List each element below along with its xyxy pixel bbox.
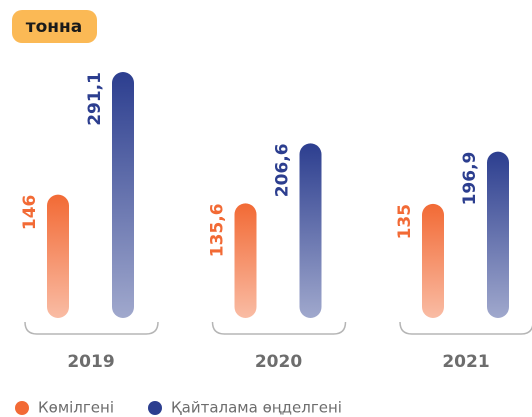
bar: [47, 194, 69, 318]
group-bracket: [24, 321, 159, 335]
unit-badge: [12, 10, 97, 43]
bar: [422, 203, 444, 318]
group-bracket: [399, 321, 532, 335]
value-label: 291,1: [85, 72, 105, 126]
x-tick-label: 2021: [442, 352, 489, 372]
group-bracket: [211, 321, 347, 335]
chart-title: тонна: [26, 17, 83, 37]
x-tick-label: 2019: [67, 352, 114, 372]
bar: [112, 72, 134, 318]
legend-label: Көмілгені: [38, 399, 114, 417]
value-label: 146: [20, 195, 40, 231]
legend-swatch: [148, 401, 162, 415]
value-label: 135: [395, 204, 415, 240]
bar: [299, 143, 322, 318]
x-tick-label: 2020: [255, 352, 302, 372]
legend-swatch: [15, 401, 29, 415]
value-label: 196,9: [460, 152, 480, 206]
value-label: 135,6: [208, 203, 228, 257]
bar: [487, 151, 509, 318]
value-label: 206,6: [273, 143, 293, 197]
legend-label: Қайталама өңделгені: [171, 399, 342, 417]
bar: [234, 203, 257, 318]
